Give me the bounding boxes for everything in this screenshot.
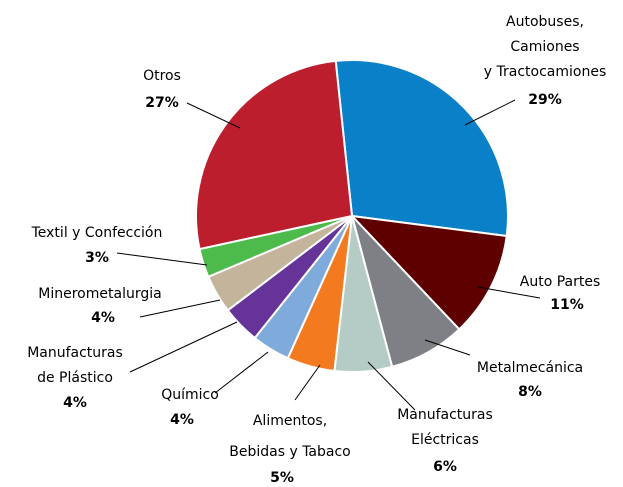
slice-label: y Tractocamiones: [484, 64, 606, 80]
value-label: 3%: [85, 250, 109, 266]
value-label: 8%: [518, 384, 542, 400]
slice-label: Textil y Confección: [31, 225, 163, 241]
leader-line: [129, 321, 238, 373]
slice-label: Metalmecánica: [477, 360, 583, 376]
slice-label: de Plástico: [37, 370, 113, 386]
pie-slice: [349, 214, 508, 331]
slice-label: Otros: [143, 68, 181, 84]
slice-label: Autobuses,: [506, 14, 584, 30]
leader-line: [424, 339, 471, 356]
value-label: 29%: [528, 92, 562, 108]
leader-line: [139, 299, 221, 318]
leader-line: [477, 286, 541, 299]
slice-label: Auto Partes: [520, 274, 601, 290]
pie-slice: [195, 59, 354, 251]
value-label: 5%: [270, 470, 294, 486]
value-label: 4%: [63, 395, 87, 411]
slice-label: Bebidas y Tabaco: [229, 444, 350, 460]
value-label: 11%: [550, 297, 584, 313]
value-label: 6%: [433, 459, 457, 475]
slice-label: Alimentos,: [253, 413, 327, 429]
pie-slice: [334, 59, 509, 238]
slice-label: Eléctricas: [411, 432, 479, 448]
leader-line: [186, 102, 241, 129]
leader-line: [116, 252, 208, 266]
slice-label: Manufacturas: [397, 407, 493, 423]
slice-label: Minerometalurgia: [38, 286, 161, 302]
leader-line: [464, 99, 516, 126]
leader-line: [294, 364, 321, 401]
leader-line: [214, 351, 269, 394]
value-label: 4%: [91, 310, 115, 326]
leader-line: [367, 361, 416, 411]
slice-label: Camiones: [510, 39, 579, 55]
slice-label: Manufacturas: [27, 345, 123, 361]
value-label: 27%: [145, 95, 179, 111]
slice-label: Químico: [161, 387, 219, 403]
value-label: 4%: [170, 412, 194, 428]
